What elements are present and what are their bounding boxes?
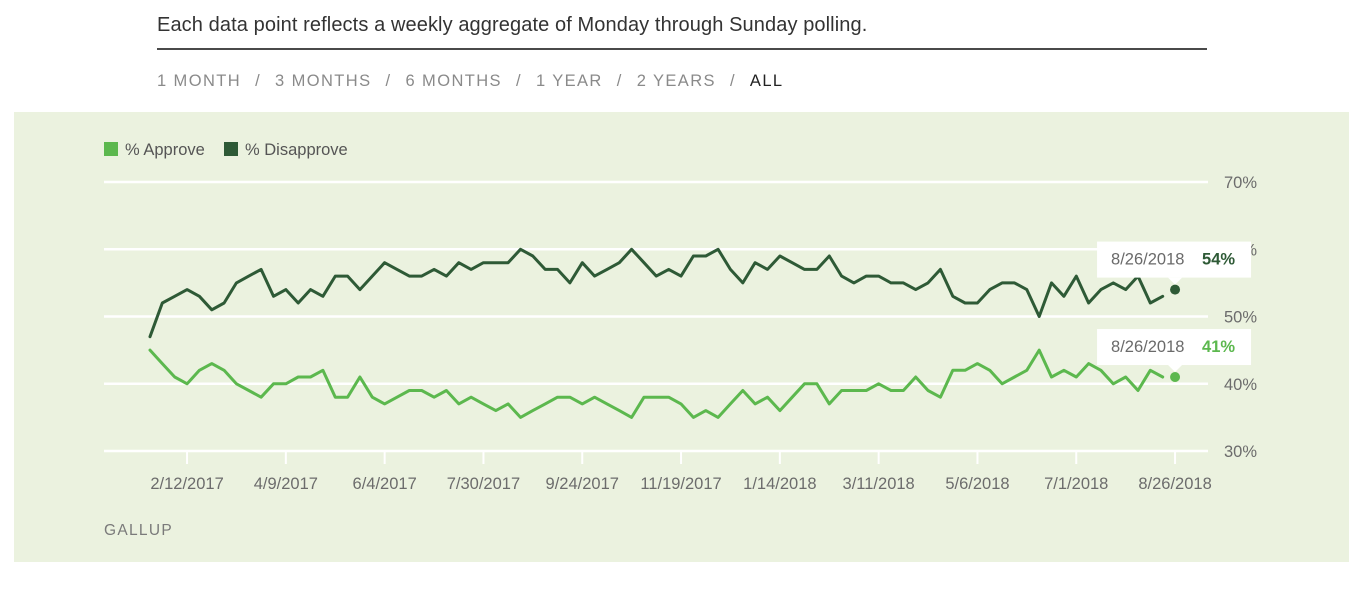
y-tick-label: 50% [1224, 309, 1257, 327]
x-tick-label: 7/1/2018 [1044, 475, 1108, 493]
tooltip-approve: 8/26/2018 41% [1097, 329, 1252, 373]
y-tick-label: 40% [1224, 376, 1257, 394]
chart-caption: Each data point reflects a weekly aggreg… [157, 14, 868, 36]
range-3-months[interactable]: 3 MONTHS [275, 72, 372, 90]
x-tick-label: 4/9/2017 [254, 475, 318, 493]
legend-label-approve[interactable]: % Approve [125, 141, 205, 159]
legend-swatch-approve [104, 142, 118, 156]
x-tick-label: 6/4/2017 [353, 475, 417, 493]
x-tick-label: 11/19/2017 [640, 475, 721, 493]
range-separator: / [515, 72, 522, 90]
x-tick-label: 5/6/2018 [945, 475, 1009, 493]
range-6-months[interactable]: 6 MONTHS [405, 72, 502, 90]
range-separator: / [616, 72, 623, 90]
range-1-month[interactable]: 1 MONTH [157, 72, 242, 90]
time-range-selector: 1 MONTH / 3 MONTHS / 6 MONTHS / 1 YEAR / 2 YEARS… [157, 72, 783, 91]
disapprove-latest-point[interactable] [1170, 284, 1181, 295]
legend: % Approve % Disapprove [104, 141, 348, 159]
tooltip-box [1097, 329, 1252, 366]
range-separator: / [729, 72, 736, 90]
x-axis: 2/12/2017 4/9/2017 6/4/2017 7/30/2017 9/24/2… [150, 451, 1212, 493]
tooltip-value: 41% [1202, 338, 1235, 356]
range-separator: / [385, 72, 392, 90]
x-tick-label: 9/24/2017 [546, 475, 619, 493]
legend-swatch-disapprove [224, 142, 238, 156]
y-tick-label: 30% [1224, 443, 1257, 461]
tooltip-date: 8/26/2018 [1111, 251, 1184, 269]
x-tick-label: 8/26/2018 [1138, 475, 1211, 493]
tooltip-value: 54% [1202, 251, 1235, 269]
source-label: GALLUP [104, 522, 173, 539]
caption-divider [157, 48, 1207, 50]
approve-latest-point[interactable] [1170, 372, 1181, 383]
x-tick-label: 1/14/2018 [743, 475, 816, 493]
range-all[interactable]: ALL [749, 72, 784, 90]
x-tick-label: 3/11/2018 [843, 475, 915, 493]
tooltip-box [1097, 241, 1252, 278]
tooltip-pointer [1168, 365, 1183, 373]
tooltip-pointer [1168, 277, 1183, 285]
series-lines [148, 247, 1181, 419]
legend-label-disapprove[interactable]: % Disapprove [245, 141, 348, 159]
range-1-year[interactable]: 1 YEAR [535, 72, 603, 90]
tooltips: 8/26/2018 54% 8/26/2018 41% [1097, 241, 1252, 373]
disapprove-line [148, 247, 1165, 339]
x-tick-label: 2/12/2017 [150, 475, 223, 493]
tooltip-date: 8/26/2018 [1111, 338, 1184, 356]
x-tick-label: 7/30/2017 [447, 475, 520, 493]
y-axis-labels: 30%40%50%60%70% [1224, 174, 1257, 461]
grid-lines [104, 180, 1208, 453]
y-tick-label: 70% [1224, 174, 1257, 192]
tooltip-disapprove: 8/26/2018 54% [1097, 241, 1252, 285]
range-2-years[interactable]: 2 YEARS [636, 72, 716, 90]
approve-line [148, 348, 1165, 419]
range-separator: / [255, 72, 262, 90]
